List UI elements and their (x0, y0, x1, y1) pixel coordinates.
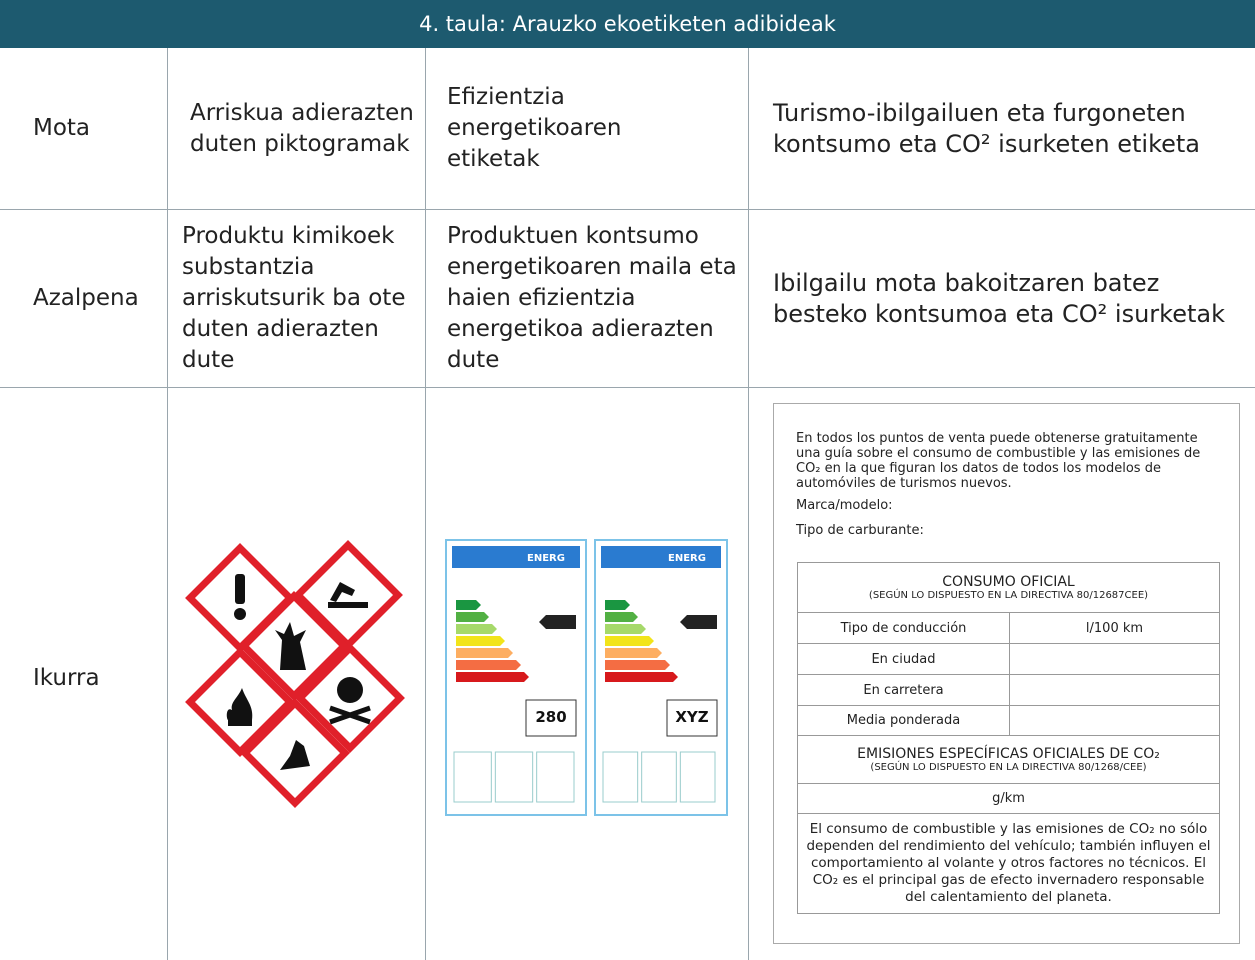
emissions-note: (SEGÚN LO DISPUESTO EN LA DIRECTIVA 80/1… (870, 761, 1147, 773)
icon-box (453, 751, 492, 803)
column-line (167, 48, 168, 960)
icon-box (641, 751, 677, 803)
footer: El consumo de combustible y las emisione… (797, 813, 1220, 914)
cell: Mota (33, 115, 91, 141)
energy-class-bar (605, 600, 630, 610)
cell: Ibilgailu mota bakoitzaren batez besteko… (773, 268, 1225, 328)
cell: Produktu kimikoek substantzia arriskutsu… (182, 223, 406, 373)
cell: Produktuen kontsumo energetikoaren maila… (447, 223, 737, 373)
label-header (452, 546, 580, 568)
cell: En carretera (797, 674, 1010, 706)
energy-class-bar (456, 672, 529, 682)
class-arrow (680, 615, 717, 629)
energy-class-bar (605, 672, 678, 682)
logo: ENERG (527, 553, 565, 564)
energy-class-bar (456, 636, 505, 646)
row-line (0, 387, 1255, 388)
symbols (226, 574, 371, 770)
column-line (748, 48, 749, 960)
cell: Turismo-ibilgailuen eta furgoneten konts… (773, 98, 1201, 158)
icon-box (494, 751, 534, 803)
class-arrow (539, 615, 576, 629)
cell: g/km (797, 783, 1220, 814)
cell (1009, 643, 1220, 675)
energy-label: ENERG 280 (445, 539, 587, 816)
value-box (666, 699, 718, 737)
emissions-title: EMISIONES ESPECÍFICAS OFICIALES DE CO₂ (857, 745, 1160, 762)
car-label: En todos los puntos de venta puede obten… (773, 403, 1240, 944)
cell: En ciudad (797, 643, 1010, 675)
column-line (425, 48, 426, 960)
cell (1009, 674, 1220, 706)
value: 280 (535, 708, 566, 726)
fuel: Tipo de carburante: (796, 523, 924, 538)
icon-box (536, 751, 575, 803)
energy-class-bar (456, 624, 497, 634)
cell: Arriskua adierazten duten piktogramak (190, 99, 414, 157)
energy-class-bar (456, 660, 521, 670)
energy-labels: ENERG 280 ENERG XYZ (445, 539, 728, 816)
energy-class-bar (605, 624, 646, 634)
value: XYZ (675, 708, 708, 726)
consumption-note: (SEGÚN LO DISPUESTO EN LA DIRECTIVA 80/1… (868, 589, 1149, 601)
brand: Marca/modelo: (796, 498, 893, 513)
energy-class-bar (456, 648, 513, 658)
energy-class-bar (605, 636, 654, 646)
title-cell: CONSUMO OFICIAL (SEGÚN LO DISPUESTO EN LA… (797, 562, 1220, 613)
energy-class-bar (456, 600, 481, 610)
intro: En todos los puntos de venta puede obten… (796, 431, 1201, 491)
energy-class-bar (605, 612, 638, 622)
energy-class-bar (456, 612, 489, 622)
icon-box (602, 751, 639, 803)
label-header (601, 546, 721, 568)
consumption-title: CONSUMO OFICIAL (942, 573, 1075, 590)
cell: Ikurra (33, 664, 100, 691)
row-line (0, 209, 1255, 210)
title-cell: EMISIONES ESPECÍFICAS OFICIALES DE CO₂ (S… (797, 735, 1220, 784)
hazard-pictograms (185, 540, 405, 808)
cell: l/100 km (1009, 612, 1220, 644)
cell: Efizientzia energetikoaren etiketak (447, 84, 622, 172)
energy-class-bar (605, 648, 662, 658)
energy-label: ENERG XYZ (594, 539, 728, 816)
cell: Tipo de conducción (797, 612, 1010, 644)
value-box (525, 699, 577, 737)
consumption-table: CONSUMO OFICIAL (SEGÚN LO DISPUESTO EN LA… (797, 562, 1220, 914)
cell: Azalpena (33, 285, 139, 311)
logo: ENERG (668, 553, 706, 564)
cell (1009, 705, 1220, 736)
energy-class-bar (605, 660, 670, 670)
icon-box (679, 751, 716, 803)
table-title: 4. taula: Arauzko ekoetiketen adibideak (0, 0, 1255, 48)
cell: Media ponderada (797, 705, 1010, 736)
